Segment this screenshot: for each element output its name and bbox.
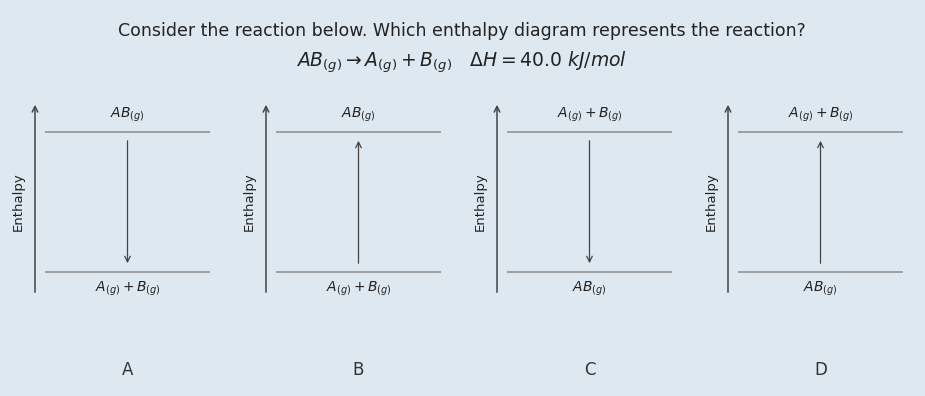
Text: D: D (814, 361, 827, 379)
Text: C: C (584, 361, 596, 379)
Text: Enthalpy: Enthalpy (11, 173, 24, 231)
Text: $A_{(g)} + B_{(g)}$: $A_{(g)} + B_{(g)}$ (557, 106, 623, 124)
Text: $AB_{(g)}$: $AB_{(g)}$ (803, 280, 838, 298)
Text: $AB_{(g)}$: $AB_{(g)}$ (110, 106, 145, 124)
Text: A: A (122, 361, 133, 379)
Text: Consider the reaction below. Which enthalpy diagram represents the reaction?: Consider the reaction below. Which entha… (118, 22, 806, 40)
Text: $A_{(g)} + B_{(g)}$: $A_{(g)} + B_{(g)}$ (326, 280, 391, 298)
Text: $AB_{(g)} \rightarrow A_{(g)} + B_{(g)}$   $\Delta H = 40.0\ kJ/mol$: $AB_{(g)} \rightarrow A_{(g)} + B_{(g)}$… (297, 50, 627, 76)
Text: Enthalpy: Enthalpy (242, 173, 255, 231)
Text: Enthalpy: Enthalpy (705, 173, 718, 231)
Text: $A_{(g)} + B_{(g)}$: $A_{(g)} + B_{(g)}$ (787, 106, 854, 124)
Text: Enthalpy: Enthalpy (474, 173, 487, 231)
Text: $AB_{(g)}$: $AB_{(g)}$ (341, 106, 376, 124)
Text: $A_{(g)} + B_{(g)}$: $A_{(g)} + B_{(g)}$ (94, 280, 160, 298)
Text: B: B (352, 361, 364, 379)
Text: $AB_{(g)}$: $AB_{(g)}$ (573, 280, 607, 298)
